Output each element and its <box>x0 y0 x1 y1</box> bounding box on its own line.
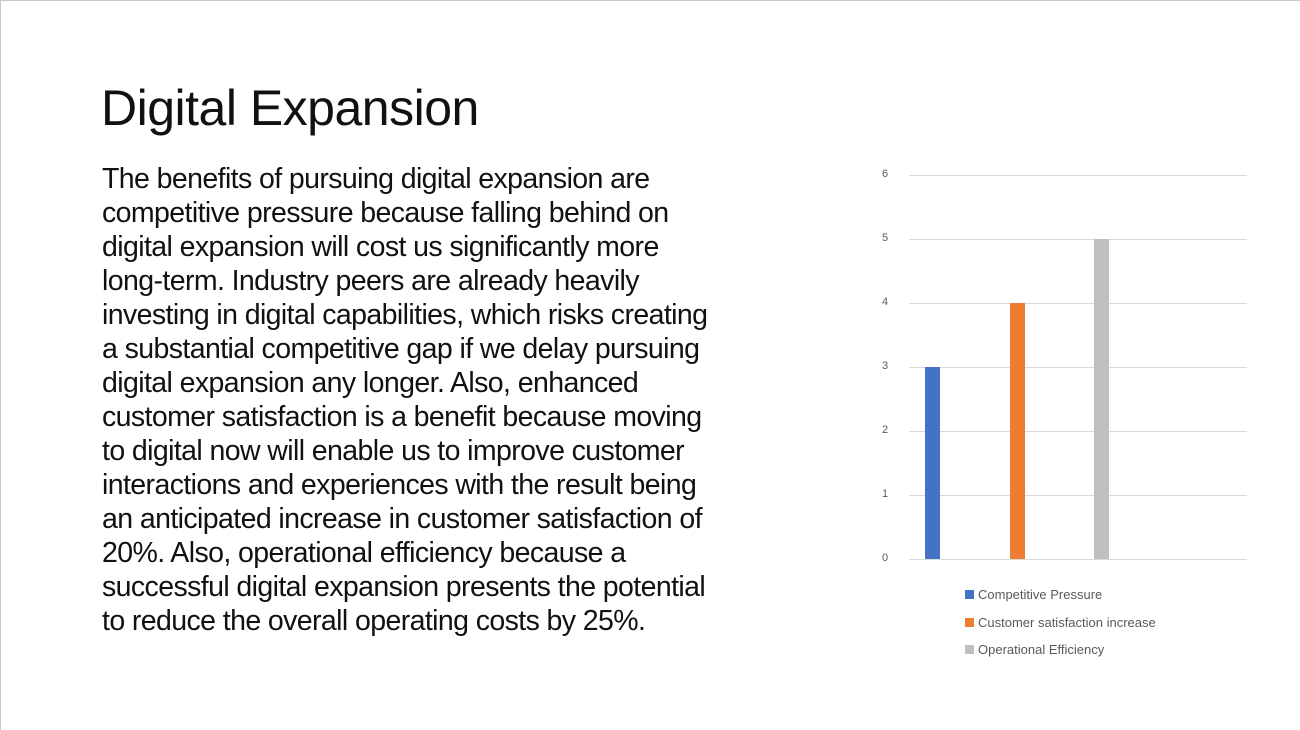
body-line: investing in digital capabilities, which… <box>102 299 708 331</box>
legend-item[interactable]: Operational Efficiency <box>965 636 1156 664</box>
slide-title: Digital Expansion <box>101 80 479 136</box>
body-line: digital expansion will cost us significa… <box>102 231 659 263</box>
y-tick-label: 5 <box>881 232 889 244</box>
legend-item[interactable]: Competitive Pressure <box>965 581 1156 609</box>
chart-legend: Competitive Pressure Customer satisfactio… <box>965 581 1156 664</box>
y-tick-label: 1 <box>881 488 889 500</box>
body-line: long-term. Industry peers are already he… <box>102 265 640 297</box>
legend-swatch-icon <box>965 617 974 627</box>
body-line: The benefits of pursuing digital expansi… <box>102 163 650 195</box>
legend-swatch-icon <box>965 645 974 655</box>
body-line: digital expansion any longer. Also, enha… <box>102 367 639 399</box>
y-tick-label: 0 <box>881 552 889 564</box>
body-line: successful digital expansion presents th… <box>102 571 706 603</box>
gridline <box>909 239 1247 240</box>
body-line: customer satisfaction is a benefit becau… <box>102 401 702 433</box>
body-line: interactions and experiences with the re… <box>102 469 697 501</box>
gridline <box>909 495 1247 496</box>
bar-chart[interactable]: 0 1 2 3 4 5 6 Competitive Pressure Customer sat… <box>861 161 1261 661</box>
body-line: a substantial competitive gap if we dela… <box>102 333 700 365</box>
legend-swatch-icon <box>965 590 974 600</box>
gridline <box>909 367 1247 368</box>
y-tick-label: 3 <box>881 360 889 372</box>
gridline <box>909 559 1247 560</box>
slide-body-text: The benefits of pursuing digital expansi… <box>102 162 842 638</box>
body-line: to digital now will enable us to improve… <box>102 435 685 467</box>
bar-customer-satisfaction-increase[interactable] <box>1010 303 1025 559</box>
body-line: an anticipated increase in customer sati… <box>102 503 703 535</box>
y-tick-label: 6 <box>881 168 889 180</box>
y-tick-label: 4 <box>881 296 889 308</box>
y-tick-label: 2 <box>881 424 889 436</box>
gridline <box>909 175 1247 176</box>
plot-area <box>909 175 1247 560</box>
bar-competitive-pressure[interactable] <box>925 367 940 559</box>
bar-operational-efficiency[interactable] <box>1094 239 1109 559</box>
body-line: to reduce the overall operating costs by… <box>102 605 646 637</box>
body-line: 20%. Also, operational efficiency becaus… <box>102 537 626 569</box>
legend-item[interactable]: Customer satisfaction increase <box>965 609 1156 637</box>
legend-label: Customer satisfaction increase <box>978 614 1156 630</box>
gridline <box>909 431 1247 432</box>
gridline <box>909 303 1247 304</box>
legend-label: Competitive Pressure <box>978 587 1103 603</box>
legend-label: Operational Efficiency <box>978 642 1105 658</box>
body-line: competitive pressure because falling beh… <box>102 197 669 229</box>
